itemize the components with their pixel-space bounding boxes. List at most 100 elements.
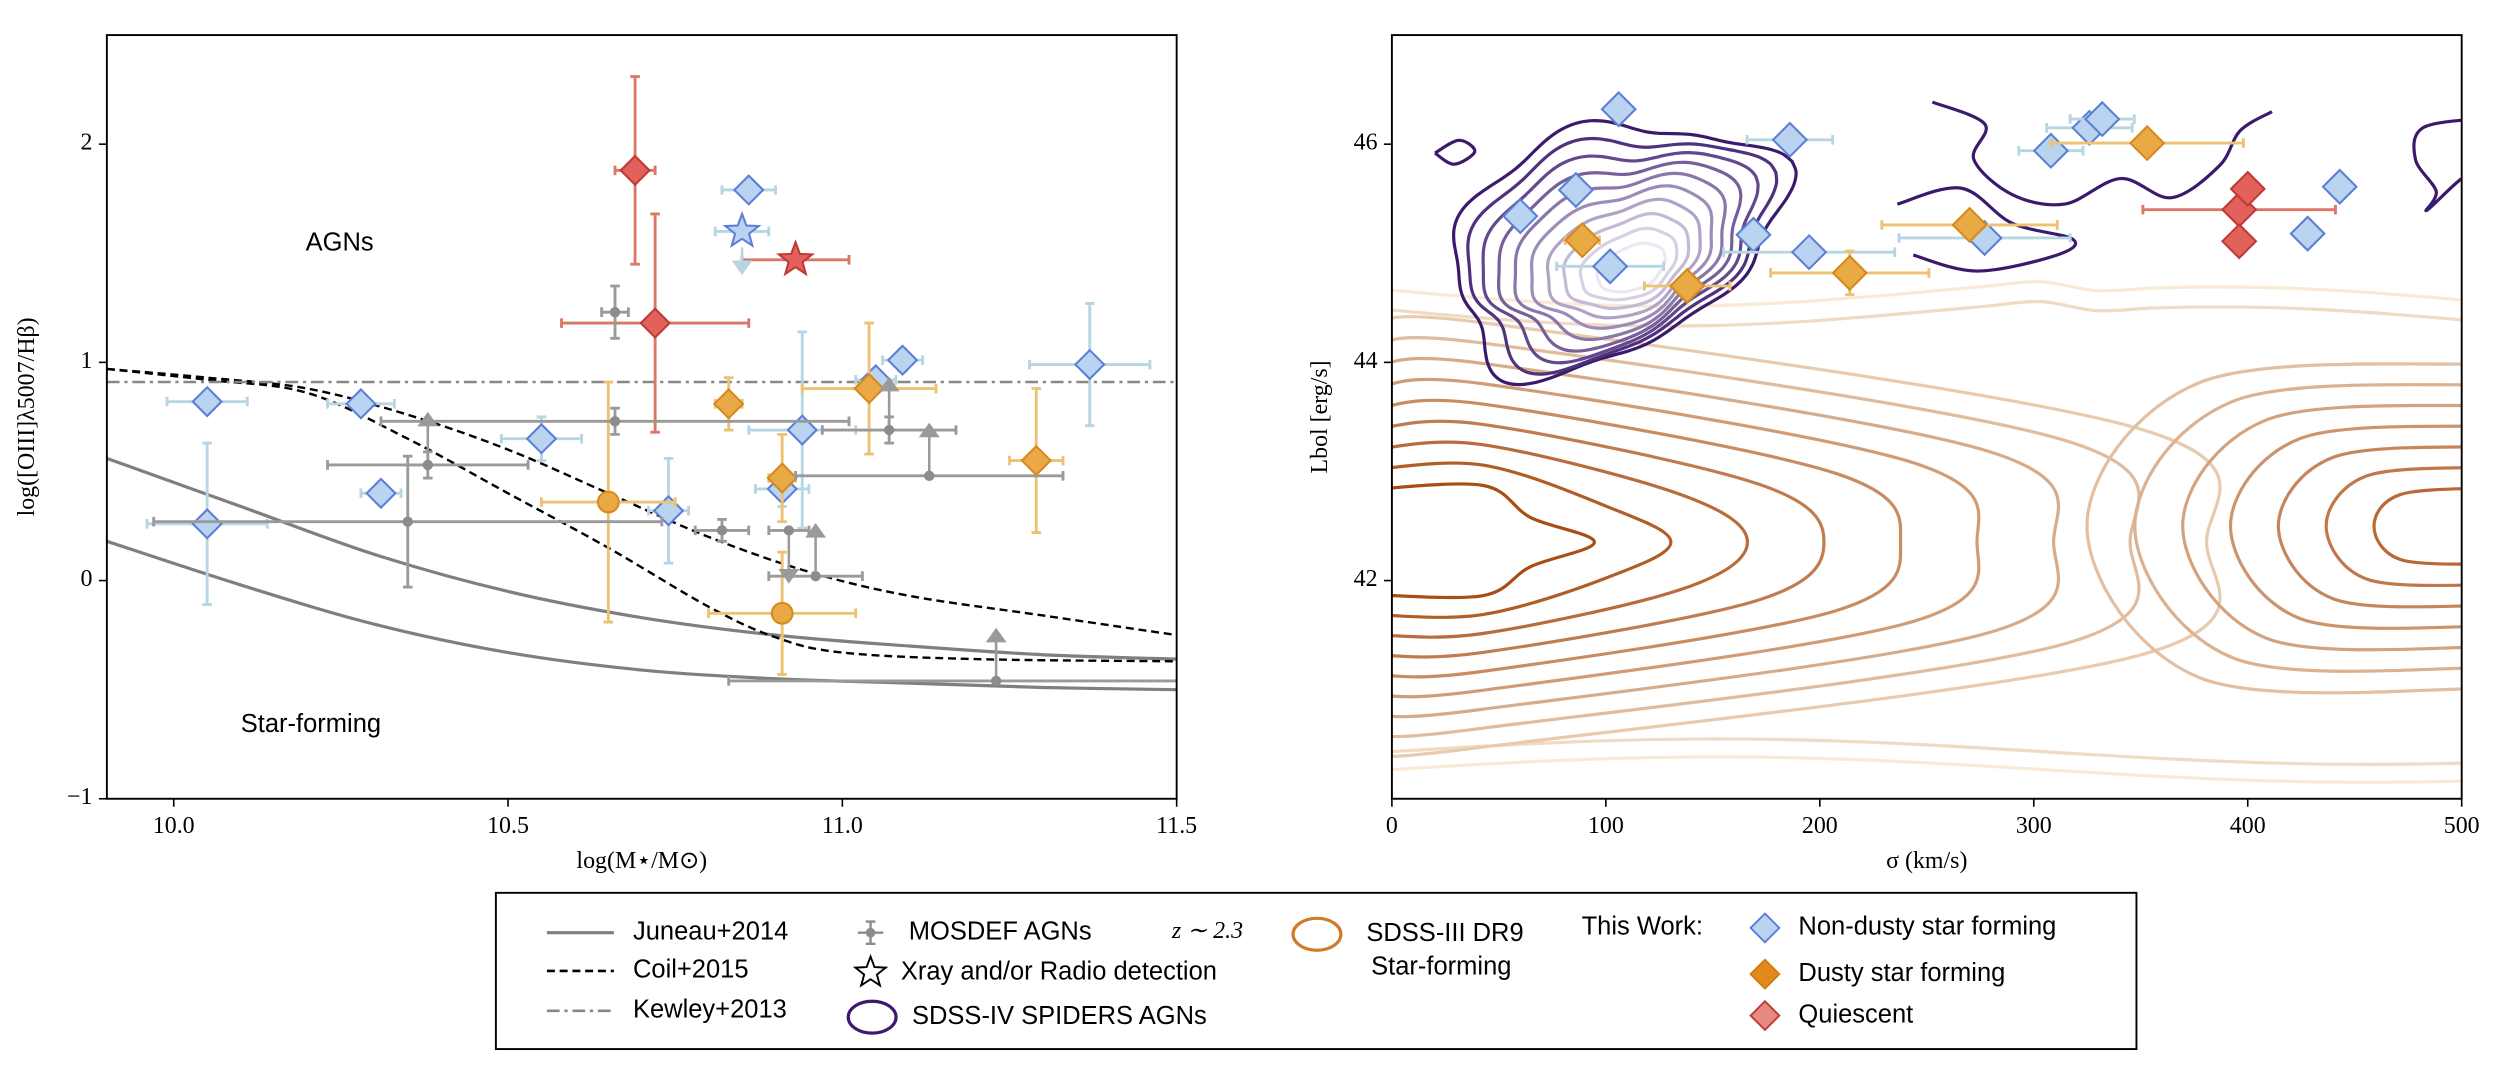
legend-label: Quiescent [1798,1000,1913,1028]
marker [886,344,919,377]
annotation: Star-forming [241,710,381,738]
contour [1434,138,1477,166]
marker [1073,348,1106,381]
marker [1790,233,1828,271]
legend-marker [865,927,876,938]
legend-marker [1291,916,1343,952]
marker [766,462,798,494]
annotation: AGNs [306,229,374,257]
y-tick-label: 1 [81,348,93,374]
y-tick-label: 0 [81,566,93,592]
legend-label: MOSDEF AGNs [909,917,1092,945]
x-tick-label: 0 [1386,813,1398,839]
x-tick-label: 10.5 [487,813,529,839]
y-tick-label: −1 [67,784,92,810]
y-tick-label: 42 [1354,566,1378,592]
marker [1668,267,1706,305]
marker [1591,248,1629,285]
contour [1391,398,1903,679]
marker [722,210,762,249]
marker [422,459,433,471]
contour [2276,445,2462,609]
axes-frame [1390,34,2463,800]
legend-label: Star-forming [1371,952,1511,980]
marker [783,525,795,536]
contour [1481,151,1760,365]
legend-heading: This Work: [1582,913,1703,941]
marker [883,424,895,436]
y-axis-label: log([OIII]λ5007/Hβ) [14,317,40,516]
marker [609,307,621,318]
marker [365,477,397,510]
marker [2220,223,2258,260]
marker [191,508,223,540]
contour [2085,362,2462,695]
legend-marker [1749,912,1781,944]
contour [1391,461,1673,619]
legend-note: z ∼ 2.3 [1171,918,1243,944]
legend-label: Xray and/or Radio detection [901,957,1217,985]
legend-marker [852,953,889,988]
contour [1391,315,2222,759]
marker [191,385,223,418]
x-axis-label: σ (km/s) [1886,848,1967,874]
y-tick-label: 2 [81,130,93,156]
y-axis-label: Lbol [erg/s] [1307,360,1333,473]
contour [1931,100,2273,207]
x-tick-label: 11.0 [822,813,863,839]
contour [1391,299,2462,766]
legend-marker [1749,958,1781,990]
contour [2228,424,2462,630]
plot-area [106,75,1177,692]
marker [1951,206,1988,244]
marker [345,388,377,420]
y-tick-label: 46 [1354,130,1378,156]
marker [786,414,819,446]
legend-label: Kewley+2013 [633,996,787,1024]
reference-line [106,367,1177,637]
axes-frame [105,34,1178,800]
marker [716,525,728,536]
x-tick-label: 11.5 [1156,813,1197,839]
reference-line [106,539,1177,692]
legend-label: SDSS-IV SPIDERS AGNs [912,1002,1207,1030]
contour [1391,440,1750,639]
contour [1578,226,1679,302]
x-tick-label: 500 [2444,813,2480,839]
x-tick-label: 200 [1802,813,1838,839]
x-tick-label: 100 [1588,813,1624,839]
marker [619,154,651,187]
marker [596,490,620,514]
marker [1600,91,1637,128]
marker [1771,121,1809,159]
contour [2324,466,2462,588]
contour [2133,383,2462,673]
contour [1896,186,2078,273]
marker [609,416,621,427]
contour [2181,403,2462,652]
marker [2084,100,2121,138]
contour [1562,212,1691,310]
marker [2321,168,2358,205]
limit-arrow [878,376,900,426]
marker [525,422,558,455]
legend-marker [1749,999,1781,1032]
marker [853,372,885,405]
legend-marker [846,999,898,1035]
legend-label: SDSS-III DR9 [1366,919,1523,947]
y-tick-label: 44 [1354,348,1378,374]
x-axis-label: log(M⋆/M⊙) [576,848,707,874]
marker [1564,221,1601,259]
legend-label: Juneau+2014 [633,917,788,945]
marker [1831,254,1868,292]
plot-area [1391,91,2462,784]
marker [770,601,794,625]
marker [712,388,745,420]
marker [402,516,413,527]
limit-arrow [985,627,1007,677]
marker [1502,197,1539,235]
legend-label: Non-dusty star forming [1798,913,2056,941]
x-tick-label: 300 [2016,813,2052,839]
contour [1391,419,1826,659]
